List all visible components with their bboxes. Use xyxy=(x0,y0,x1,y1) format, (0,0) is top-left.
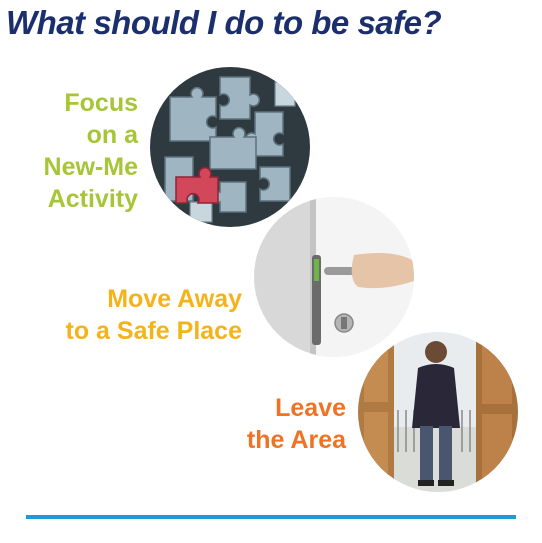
step-label-leave-area: Leave the Area xyxy=(247,392,346,456)
person-leaving-doorway-photo xyxy=(358,332,518,492)
step-label-line: on a xyxy=(86,121,138,149)
step-label-line: Leave xyxy=(275,394,346,422)
step-label-line: Activity xyxy=(47,185,138,213)
step-label-line: New-Me xyxy=(43,153,138,181)
bottom-divider xyxy=(26,515,516,519)
step-label-line: Focus xyxy=(64,89,138,117)
step-label-move-away: Move Away to a Safe Place xyxy=(66,283,242,347)
step-label-line: to a Safe Place xyxy=(65,317,242,345)
step-label-line: the Area xyxy=(246,426,346,454)
step-label-line: Move Away xyxy=(107,285,242,313)
door-handle-photo xyxy=(254,197,414,357)
step-label-focus-activity: Focus on a New-Me Activity xyxy=(44,87,138,215)
page-title: What should I do to be safe? xyxy=(6,4,442,41)
puzzle-pieces-photo xyxy=(150,67,310,227)
